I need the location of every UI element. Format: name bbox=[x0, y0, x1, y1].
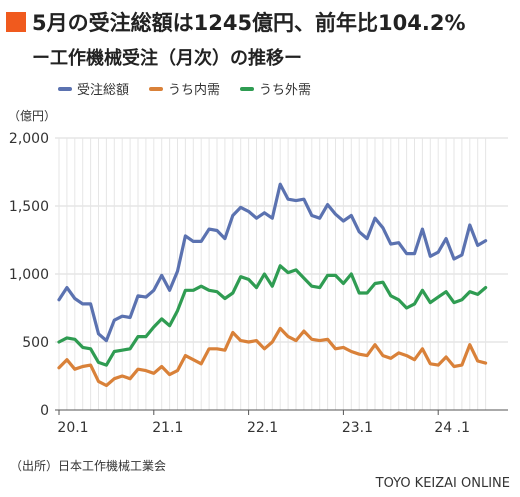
legend-swatch-domestic bbox=[149, 86, 164, 91]
brand-footer: TOYO KEIZAI ONLINE bbox=[375, 476, 510, 491]
legend-swatch-overseas bbox=[240, 86, 255, 91]
x-tick-label: 21.1 bbox=[152, 420, 183, 436]
title-accent-square bbox=[6, 12, 26, 32]
legend-swatch-total bbox=[58, 86, 72, 91]
legend-item-domestic: うち内需 bbox=[149, 79, 220, 98]
source-note: （出所）日本工作機械工業会 bbox=[10, 459, 167, 473]
chart-subtitle: ー工作機械受注（月次）の推移ー bbox=[32, 48, 302, 69]
y-tick-label: 1,000 bbox=[9, 267, 49, 283]
y-tick-label: 1,500 bbox=[9, 199, 49, 215]
y-tick-label: 0 bbox=[40, 403, 49, 419]
x-tick-label: 24 .1 bbox=[434, 420, 470, 436]
y-axis-unit: （億円） bbox=[8, 109, 57, 123]
x-tick-label: 23.1 bbox=[342, 420, 373, 436]
x-tick-label: 20.1 bbox=[57, 420, 88, 436]
legend-label-total: 受注総額 bbox=[77, 83, 130, 98]
y-tick-label: 2,000 bbox=[9, 131, 49, 147]
chart-legend: 受注総額 うち内需 うち外需 bbox=[58, 79, 311, 98]
legend-label-domestic: うち内需 bbox=[168, 83, 221, 98]
x-tick-label: 22.1 bbox=[247, 420, 278, 436]
legend-item-overseas: うち外需 bbox=[240, 79, 311, 98]
legend-item-total: 受注総額 bbox=[58, 79, 129, 98]
y-tick-label: 500 bbox=[22, 335, 49, 351]
chart-title: 5月の受注総額は1245億円、前年比104.2% bbox=[32, 11, 466, 35]
legend-label-overseas: うち外需 bbox=[259, 83, 312, 98]
